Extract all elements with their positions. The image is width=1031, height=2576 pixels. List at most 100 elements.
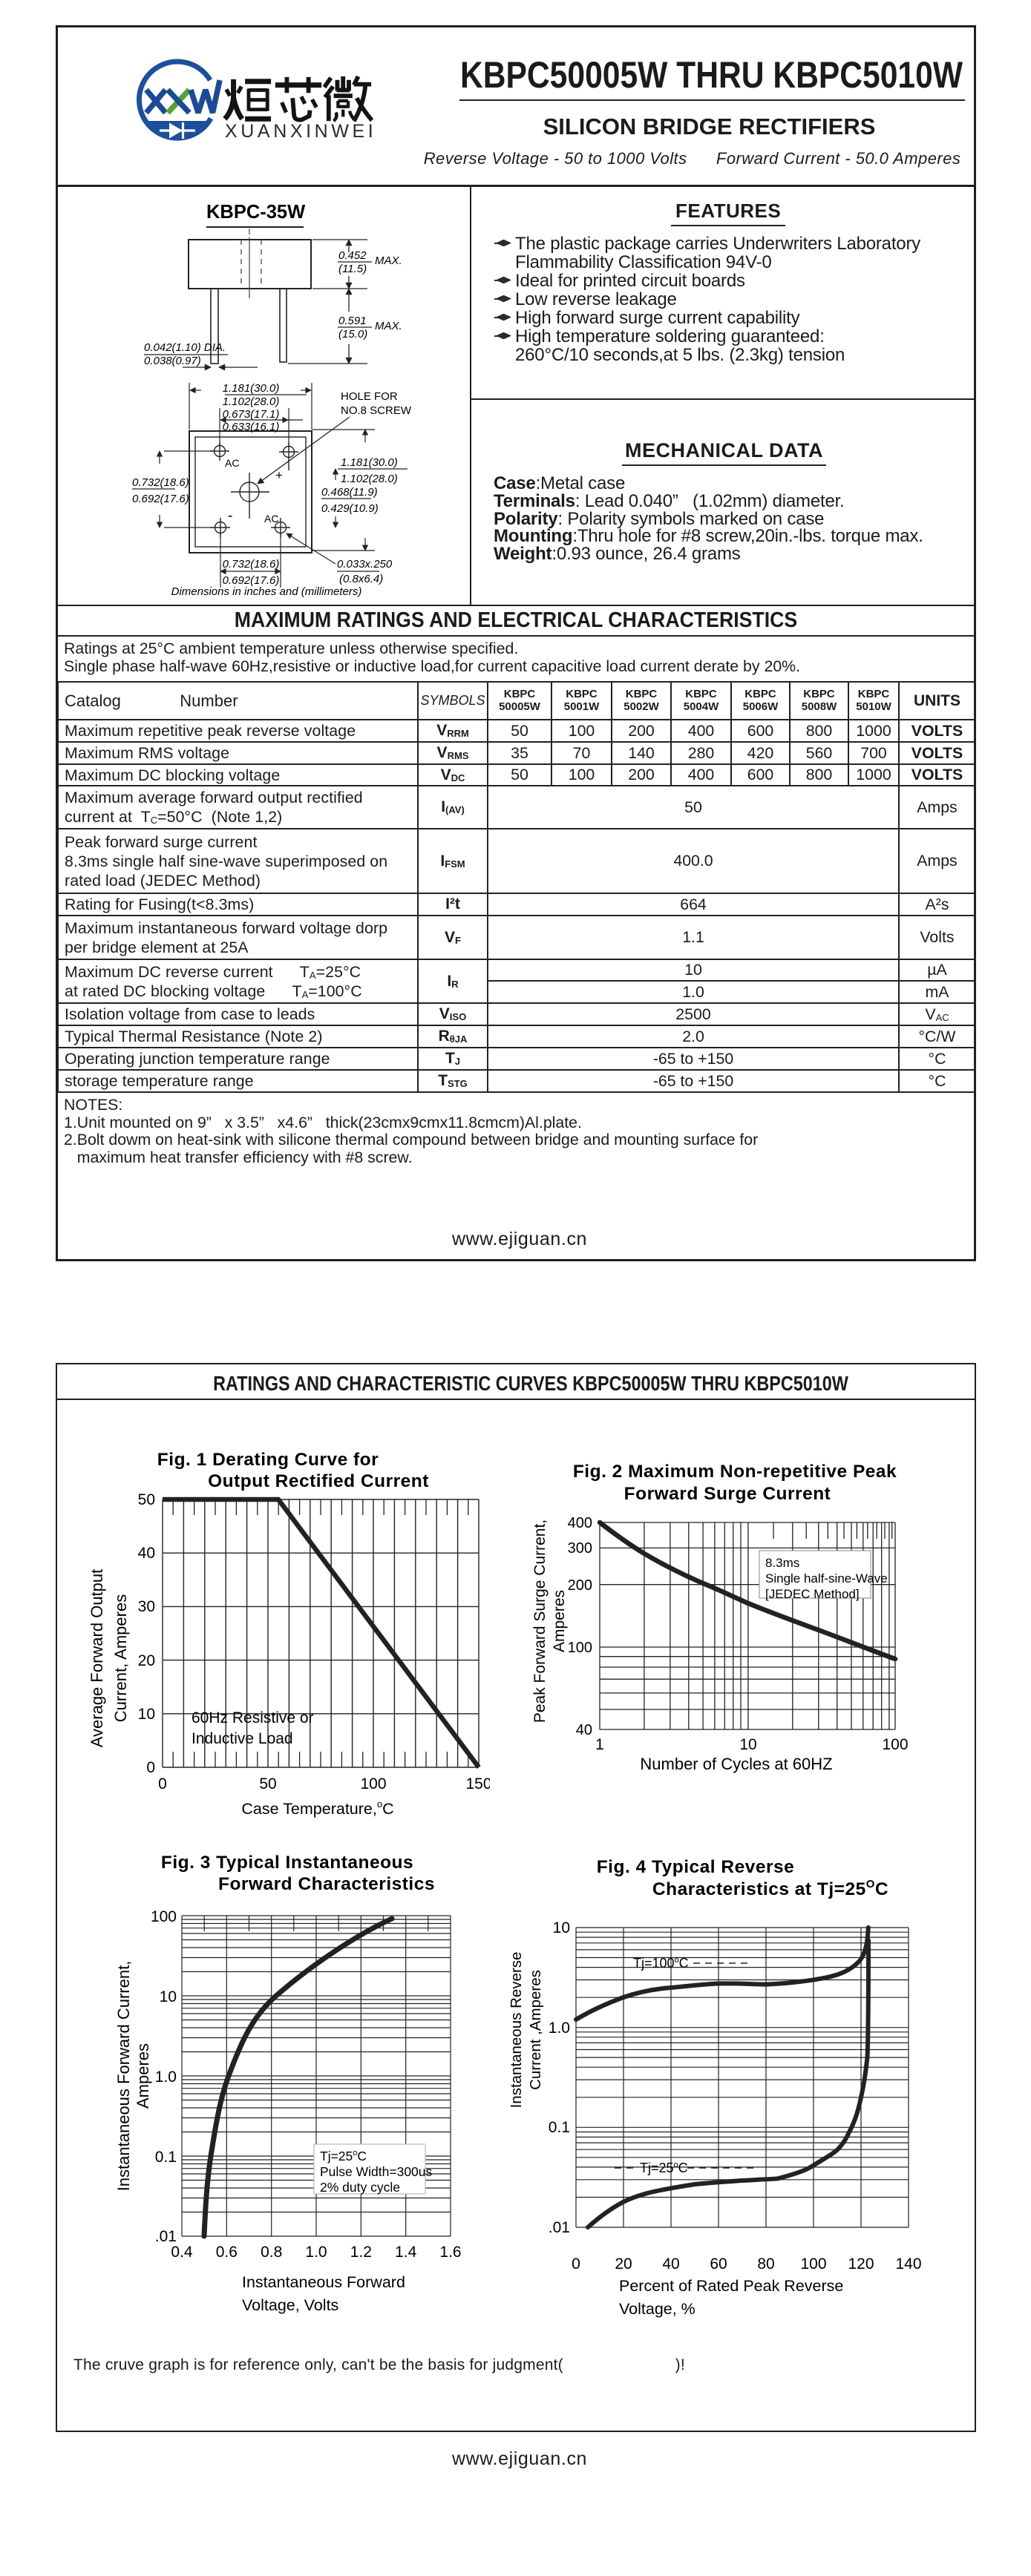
svg-text:[JEDEC Method]: [JEDEC Method] — [765, 1587, 860, 1601]
svg-text:Output Rectified Current: Output Rectified Current — [208, 1471, 429, 1491]
svg-text:Voltage, Volts: Voltage, Volts — [242, 2296, 338, 2314]
svg-text:40: 40 — [138, 1545, 155, 1562]
svg-text:(0.8x6.4): (0.8x6.4) — [339, 573, 383, 585]
svg-text:0.1: 0.1 — [155, 2149, 177, 2166]
svg-text:10: 10 — [739, 1736, 756, 1753]
svg-text:Amperes: Amperes — [551, 1590, 568, 1652]
svg-text:Current ,Amperes: Current ,Amperes — [527, 1970, 544, 2090]
svg-text:100: 100 — [568, 1640, 592, 1656]
svg-text:1.0: 1.0 — [549, 2020, 570, 2037]
svg-text:0.732(18.6): 0.732(18.6) — [132, 476, 189, 489]
svg-text:KBPC-35W: KBPC-35W — [206, 202, 306, 223]
svg-text:10: 10 — [553, 1919, 570, 1936]
svg-text:.01: .01 — [549, 2219, 570, 2236]
svg-text:HOLE FOR: HOLE FOR — [341, 390, 398, 403]
svg-text:-: - — [228, 508, 232, 524]
svg-text:Forward Surge Current: Forward Surge Current — [624, 1484, 831, 1504]
svg-text:0.673(17.1): 0.673(17.1) — [223, 408, 280, 421]
svg-text:150: 150 — [465, 1775, 490, 1793]
svg-text:80: 80 — [757, 2255, 774, 2273]
svg-text:Single half-sine-Wave: Single half-sine-Wave — [765, 1571, 888, 1586]
svg-text:(15.0): (15.0) — [338, 328, 367, 341]
svg-text:Instantaneous Forward: Instantaneous Forward — [242, 2273, 405, 2291]
svg-text:0.8: 0.8 — [261, 2244, 282, 2261]
svg-text:AC: AC — [225, 457, 239, 469]
svg-text:0.452: 0.452 — [338, 249, 367, 262]
svg-text:Number of Cycles at 60HZ: Number of Cycles at 60HZ — [640, 1755, 832, 1773]
svg-text:0: 0 — [572, 2255, 580, 2273]
svg-text:Amperes: Amperes — [134, 2043, 152, 2109]
svg-text:0: 0 — [146, 1759, 155, 1776]
svg-text:140: 140 — [895, 2255, 921, 2273]
svg-text:100: 100 — [800, 2255, 826, 2273]
svg-text:0.692(17.6): 0.692(17.6) — [132, 493, 189, 505]
svg-text:Percent of Rated Peak Reverse: Percent of Rated Peak Reverse — [619, 2277, 843, 2295]
svg-text:0.732(18.6): 0.732(18.6) — [223, 558, 280, 571]
svg-text:Forward Characteristics: Forward Characteristics — [218, 1874, 435, 1894]
svg-text:0.6: 0.6 — [216, 2244, 238, 2261]
svg-text:(11.5): (11.5) — [338, 263, 367, 275]
svg-text:60Hz Resistive or: 60Hz Resistive or — [192, 1709, 314, 1726]
svg-text:.01: .01 — [155, 2228, 177, 2245]
svg-text:+: + — [275, 468, 283, 482]
svg-text:200: 200 — [568, 1577, 592, 1594]
svg-text:1.181(30.0): 1.181(30.0) — [223, 382, 280, 395]
svg-text:Tj=25oC: Tj=25oC — [320, 2149, 367, 2163]
svg-text:60: 60 — [710, 2255, 727, 2273]
svg-text:1.4: 1.4 — [395, 2244, 417, 2261]
svg-text:NO.8 SCREW: NO.8 SCREW — [341, 404, 412, 417]
svg-text:20: 20 — [615, 2255, 632, 2273]
svg-text:Instantaneous Reverse: Instantaneous Reverse — [508, 1952, 525, 2109]
svg-text:0.429(10.9): 0.429(10.9) — [321, 502, 379, 515]
svg-text:300: 300 — [568, 1540, 592, 1557]
svg-text:30: 30 — [138, 1598, 155, 1615]
svg-text:Current, Amperes: Current, Amperes — [111, 1594, 130, 1722]
svg-text:Case Temperature,oC: Case Temperature,oC — [241, 1798, 393, 1818]
svg-text:1: 1 — [595, 1736, 604, 1753]
svg-text:Fig. 3 Typical Instantaneous: Fig. 3 Typical Instantaneous — [161, 1853, 413, 1873]
svg-text:Average Forward Output: Average Forward Output — [88, 1569, 106, 1748]
svg-text:1.181(30.0): 1.181(30.0) — [341, 456, 398, 469]
svg-text:Tj=25oC: Tj=25oC — [640, 2161, 688, 2175]
svg-text:1.6: 1.6 — [439, 2244, 461, 2261]
svg-text:Voltage, %: Voltage, % — [619, 2300, 695, 2318]
svg-text:0.468(11.9): 0.468(11.9) — [321, 486, 378, 499]
svg-text:Fig. 2 Maximum Non-repetitive: Fig. 2 Maximum Non-repetitive Peak — [573, 1462, 897, 1482]
svg-text:0.038(0.97): 0.038(0.97) — [144, 355, 201, 367]
svg-text:40: 40 — [662, 2255, 679, 2273]
svg-text:100: 100 — [151, 1908, 177, 1925]
svg-text:0.033x.250: 0.033x.250 — [337, 558, 393, 571]
svg-text:20: 20 — [138, 1652, 155, 1669]
svg-text:2% duty cycle: 2% duty cycle — [320, 2180, 400, 2195]
svg-text:100: 100 — [360, 1775, 386, 1793]
svg-text:Peak Forward Surge Current,: Peak Forward Surge Current, — [531, 1519, 549, 1723]
svg-text:0.4: 0.4 — [171, 2244, 193, 2261]
svg-text:Inductive Load: Inductive Load — [192, 1730, 293, 1747]
svg-text:50: 50 — [259, 1775, 276, 1793]
svg-text:400: 400 — [568, 1515, 592, 1531]
svg-text:0.692(17.6): 0.692(17.6) — [223, 574, 280, 587]
svg-text:100: 100 — [882, 1736, 908, 1753]
svg-text:1.102(28.0): 1.102(28.0) — [223, 395, 280, 408]
svg-text:120: 120 — [848, 2255, 874, 2273]
svg-text:Dimensions in inches and (mill: Dimensions in inches and (millimeters) — [171, 585, 362, 598]
svg-text:1.0: 1.0 — [305, 2244, 327, 2261]
svg-text:AC: AC — [264, 513, 278, 525]
svg-text:0.591: 0.591 — [338, 315, 367, 327]
svg-text:Characteristics at Tj=25OC: Characteristics at Tj=25OC — [652, 1878, 888, 1899]
svg-text:0.042(1.10) DIA.: 0.042(1.10) DIA. — [144, 341, 226, 354]
svg-text:1.2: 1.2 — [350, 2244, 372, 2261]
svg-text:0.1: 0.1 — [549, 2119, 570, 2136]
svg-text:40: 40 — [576, 1722, 592, 1738]
svg-text:10: 10 — [160, 1988, 177, 2005]
svg-text:0: 0 — [158, 1775, 167, 1793]
svg-text:Fig. 4 Typical Reverse: Fig. 4 Typical Reverse — [597, 1857, 795, 1877]
svg-text:MAX.: MAX. — [375, 320, 402, 332]
svg-text:8.3ms: 8.3ms — [765, 1556, 799, 1570]
svg-text:Tj=100oC: Tj=100oC — [633, 1956, 689, 1971]
svg-text:50: 50 — [138, 1491, 155, 1508]
svg-text:0.633(16.1): 0.633(16.1) — [223, 421, 280, 433]
svg-text:Pulse Width=300us: Pulse Width=300us — [320, 2164, 433, 2179]
svg-text:1.102(28.0): 1.102(28.0) — [341, 473, 398, 485]
svg-text:1.0: 1.0 — [155, 2069, 177, 2086]
